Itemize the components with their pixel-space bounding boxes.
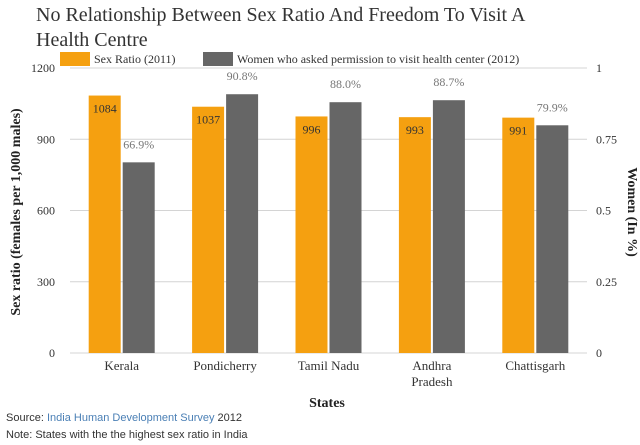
data-label-permission: 88.0% <box>330 77 361 91</box>
chart-title-line1: No Relationship Between Sex Ratio And Fr… <box>36 4 526 26</box>
note-line: Note: States with the the highest sex ra… <box>6 429 248 441</box>
y-tick-right: 1 <box>596 61 602 75</box>
bar-sex-ratio <box>295 116 328 353</box>
bar-sex-ratio <box>192 106 225 354</box>
bar-permission <box>432 100 465 353</box>
bar-permission <box>122 162 155 353</box>
legend-swatch-permission <box>203 52 233 66</box>
y-tick-right: 0.75 <box>596 132 617 146</box>
bar-sex-ratio <box>502 117 535 353</box>
data-label-permission: 79.9% <box>537 100 568 114</box>
bar-sex-ratio <box>88 95 121 354</box>
x-tick-category: Tamil Nadu <box>298 358 360 373</box>
y-tick-right: 0 <box>596 346 602 360</box>
data-label-sex-ratio: 1084 <box>93 102 117 116</box>
legend-label-sex-ratio: Sex Ratio (2011) <box>94 52 176 66</box>
y-tick-left: 900 <box>37 132 55 146</box>
x-tick-category: Chattisgarh <box>505 358 565 373</box>
y-axis-left-label: Sex ratio (females per 1,000 males) <box>9 108 24 316</box>
bar-permission <box>226 94 259 353</box>
x-tick-category: Kerala <box>104 358 139 373</box>
source-prefix: Source: <box>6 412 47 424</box>
chart-title-line2: Health Centre <box>36 29 148 51</box>
data-label-permission: 88.7% <box>433 75 464 89</box>
y-tick-left: 0 <box>49 346 55 360</box>
y-axis-right-label: Women (In %) <box>624 167 639 257</box>
y-tick-left: 600 <box>37 204 55 218</box>
x-tick-category: Pondicherry <box>193 358 257 373</box>
data-label-sex-ratio: 1037 <box>196 113 220 127</box>
y-tick-right: 0.25 <box>596 275 617 289</box>
source-suffix: 2012 <box>214 412 243 424</box>
data-labels: 1084 66.9% 1037 90.8% 996 88.0% 993 88.7% 991 79.… <box>93 69 568 151</box>
legend-label-permission: Women who asked permission to visit heal… <box>237 52 519 66</box>
data-label-sex-ratio: 993 <box>406 123 424 137</box>
data-label-permission: 66.9% <box>123 137 154 151</box>
legend: Sex Ratio (2011) Women who asked permiss… <box>60 52 519 66</box>
x-tick-category: Pradesh <box>411 374 453 389</box>
bar-permission <box>329 102 362 353</box>
data-label-permission: 90.8% <box>227 69 258 83</box>
data-label-sex-ratio: 991 <box>509 124 527 138</box>
bars <box>88 94 569 354</box>
legend-swatch-sex-ratio <box>60 52 90 66</box>
gridlines <box>70 67 587 354</box>
y-tick-right: 0.5 <box>596 204 611 218</box>
data-label-sex-ratio: 996 <box>303 122 321 136</box>
bar-sex-ratio <box>398 117 431 353</box>
y-tick-left: 300 <box>37 275 55 289</box>
x-axis-label: States <box>309 396 345 410</box>
x-tick-category: Andhra <box>412 358 451 373</box>
source-link[interactable]: India Human Development Survey <box>46 412 215 424</box>
bar-permission <box>536 125 569 353</box>
chart: No Relationship Between Sex Ratio And Fr… <box>9 4 639 410</box>
source-line: Source: India Human Development Survey 2… <box>6 412 242 424</box>
y-tick-left: 1200 <box>31 61 55 75</box>
axis-ticks: 0 0 300 0.25 600 0.5 900 0.75 1200 1 Kerala Pondich… <box>31 61 617 389</box>
